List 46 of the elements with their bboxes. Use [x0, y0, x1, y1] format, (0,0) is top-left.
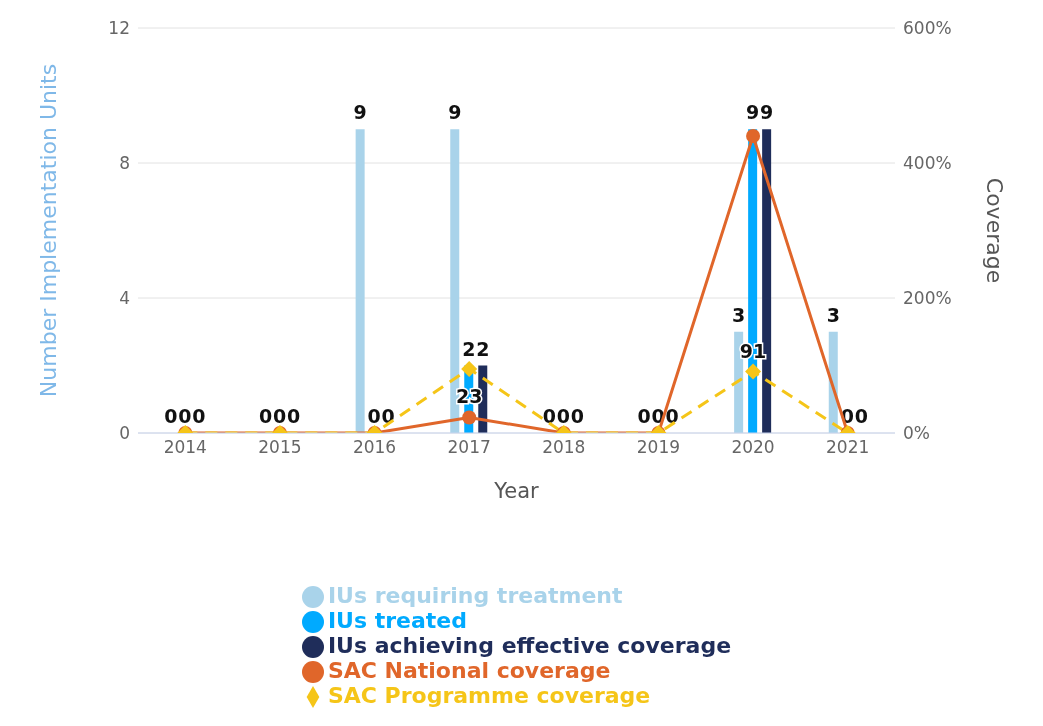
y-tick-label: 4	[119, 288, 130, 309]
data-label: 0	[665, 405, 679, 427]
x-axis-title: Year	[493, 479, 540, 503]
legend-label: IUs treated	[327, 608, 467, 633]
bar	[355, 129, 365, 433]
x-tick-label: 2021	[826, 437, 870, 458]
y-axis-title: Number Implementation Units	[35, 63, 61, 398]
legend-label: IUs achieving effective coverage	[327, 633, 732, 658]
data-label: 0	[178, 405, 192, 427]
data-label: 2	[462, 337, 476, 360]
y2-tick-label: 400%	[903, 153, 952, 174]
x-tick-label: 2014	[163, 437, 207, 458]
data-label: 9	[448, 101, 462, 124]
y2-tick-label: 600%	[903, 18, 952, 39]
data-label: 0	[164, 405, 178, 427]
x-tick-label: 2020	[731, 437, 775, 458]
x-tick-label: 2016	[352, 437, 397, 458]
y-tick-label: 8	[119, 153, 130, 174]
y2-tick-label: 200%	[903, 288, 952, 309]
data-label: 0	[272, 405, 287, 427]
data-label: 0	[854, 405, 868, 427]
x-tick-label: 2017	[447, 437, 491, 458]
data-label: 0	[367, 405, 381, 427]
data-label: 0	[556, 405, 570, 427]
x-tick-label: 2018	[542, 437, 586, 458]
x-tick-label: 2019	[636, 437, 681, 458]
data-label: 3	[826, 303, 840, 326]
y2-axis-title: Coverage	[982, 177, 1008, 284]
legend-label: IUs requiring treatment	[327, 583, 623, 608]
y2-tick-label: 0%	[903, 423, 930, 444]
data-label: 0	[637, 405, 651, 427]
data-label: 0	[542, 405, 556, 427]
data-label: 0	[192, 405, 206, 427]
data-label: 9	[746, 101, 760, 124]
y-tick-label: 12	[108, 18, 130, 39]
x-tick-label: 2015	[258, 437, 302, 458]
data-label: 0	[286, 405, 301, 427]
data-label: 0	[258, 405, 273, 427]
legend-label: SAC National coverage	[327, 658, 611, 683]
data-label: 9	[760, 101, 774, 124]
data-label: 9	[353, 101, 367, 124]
data-label: 0	[570, 405, 584, 427]
data-label: 2	[476, 337, 490, 360]
y-tick-label: 0	[119, 423, 130, 444]
legend-label: SAC Programme coverage	[327, 683, 651, 708]
data-label: 3	[732, 303, 746, 326]
